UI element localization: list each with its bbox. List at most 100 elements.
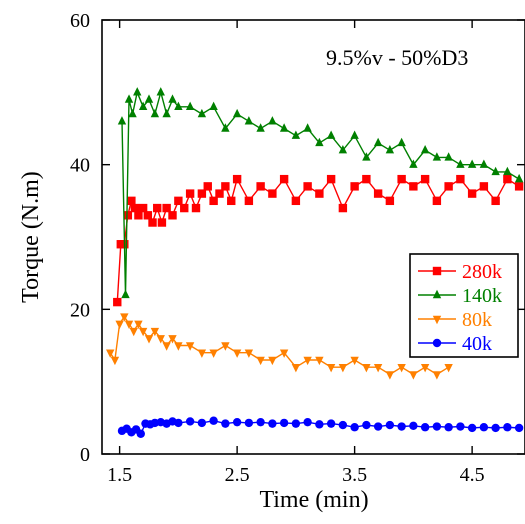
data-point [123, 211, 133, 220]
data-point [350, 182, 359, 191]
data-point [256, 123, 265, 132]
data-point [227, 196, 236, 206]
data-point [279, 123, 289, 132]
data-point [153, 203, 162, 213]
data-point [279, 174, 289, 184]
data-point [503, 174, 512, 184]
legend-marker [432, 338, 442, 348]
data-point [385, 145, 395, 154]
data-point [221, 419, 230, 428]
data-point [124, 320, 134, 329]
data-point [138, 101, 148, 110]
data-point [303, 356, 312, 366]
y-tick-label: 60 [70, 10, 90, 32]
y-tick-label: 0 [80, 444, 90, 466]
data-point [397, 364, 406, 373]
data-point [174, 101, 183, 110]
y-axis-label: Torque (N.m) [18, 171, 44, 303]
legend-label: 40k [462, 333, 492, 355]
data-point [514, 182, 524, 191]
y-tick-label: 20 [70, 299, 90, 321]
x-tick-label: 1.5 [107, 464, 132, 486]
data-point [209, 101, 218, 110]
data-point [156, 335, 165, 344]
data-point [256, 417, 265, 427]
data-point [130, 203, 140, 213]
data-point [432, 371, 442, 380]
legend-marker [432, 266, 442, 276]
data-point [180, 203, 189, 213]
data-point [420, 423, 430, 432]
data-point [491, 166, 500, 176]
data-point [244, 116, 254, 125]
data-point [409, 182, 418, 191]
series-140k [117, 87, 524, 299]
data-point [143, 211, 153, 220]
data-point [185, 189, 195, 198]
data-point [244, 349, 254, 358]
data-point [136, 429, 145, 438]
data-point [503, 166, 512, 176]
data-point [144, 94, 154, 103]
data-point [397, 137, 406, 147]
data-point [120, 313, 129, 322]
data-point [479, 182, 489, 191]
data-point [409, 421, 418, 430]
data-point [326, 130, 336, 139]
legend-label: 80k [462, 309, 492, 331]
data-point [232, 349, 242, 358]
data-point [191, 203, 201, 213]
data-point [144, 335, 154, 344]
data-point [373, 189, 383, 198]
data-point [197, 349, 207, 358]
data-point [185, 101, 195, 110]
series-line [109, 315, 449, 376]
data-point [420, 364, 430, 373]
data-point [420, 174, 430, 184]
data-point [162, 108, 171, 118]
data-point [279, 418, 289, 428]
data-point [168, 94, 177, 103]
data-point [514, 173, 524, 183]
data-point [232, 174, 242, 184]
data-point [162, 203, 171, 213]
data-point [128, 108, 137, 118]
data-point [409, 371, 418, 380]
data-point [315, 420, 324, 429]
data-point [291, 364, 301, 373]
data-point [185, 342, 195, 351]
data-point [397, 422, 406, 431]
data-point [303, 182, 312, 191]
data-point [291, 130, 301, 139]
data-point [338, 145, 348, 154]
data-point [232, 108, 242, 118]
data-point [256, 356, 265, 366]
data-point [244, 418, 254, 428]
data-point [197, 108, 207, 118]
data-point [268, 419, 277, 428]
data-point [350, 130, 359, 139]
data-point [385, 420, 395, 430]
data-point [115, 320, 124, 329]
legend-item: 140k [418, 285, 502, 307]
data-point [279, 349, 289, 358]
data-point [148, 218, 157, 227]
data-point [315, 189, 324, 198]
data-point [315, 356, 324, 366]
data-point [121, 289, 130, 299]
data-point [338, 364, 348, 373]
data-point [385, 196, 395, 206]
data-point [185, 417, 195, 426]
data-point [432, 152, 442, 161]
data-point [174, 196, 183, 206]
data-point [491, 196, 500, 206]
data-point [338, 420, 348, 430]
legend-item: 280k [418, 261, 502, 283]
legend-marker [432, 289, 442, 299]
data-point [197, 418, 207, 428]
data-point [467, 189, 477, 198]
x-tick-label: 4.5 [460, 464, 485, 486]
data-point [373, 137, 383, 147]
data-point [150, 108, 160, 118]
data-point [113, 297, 122, 307]
